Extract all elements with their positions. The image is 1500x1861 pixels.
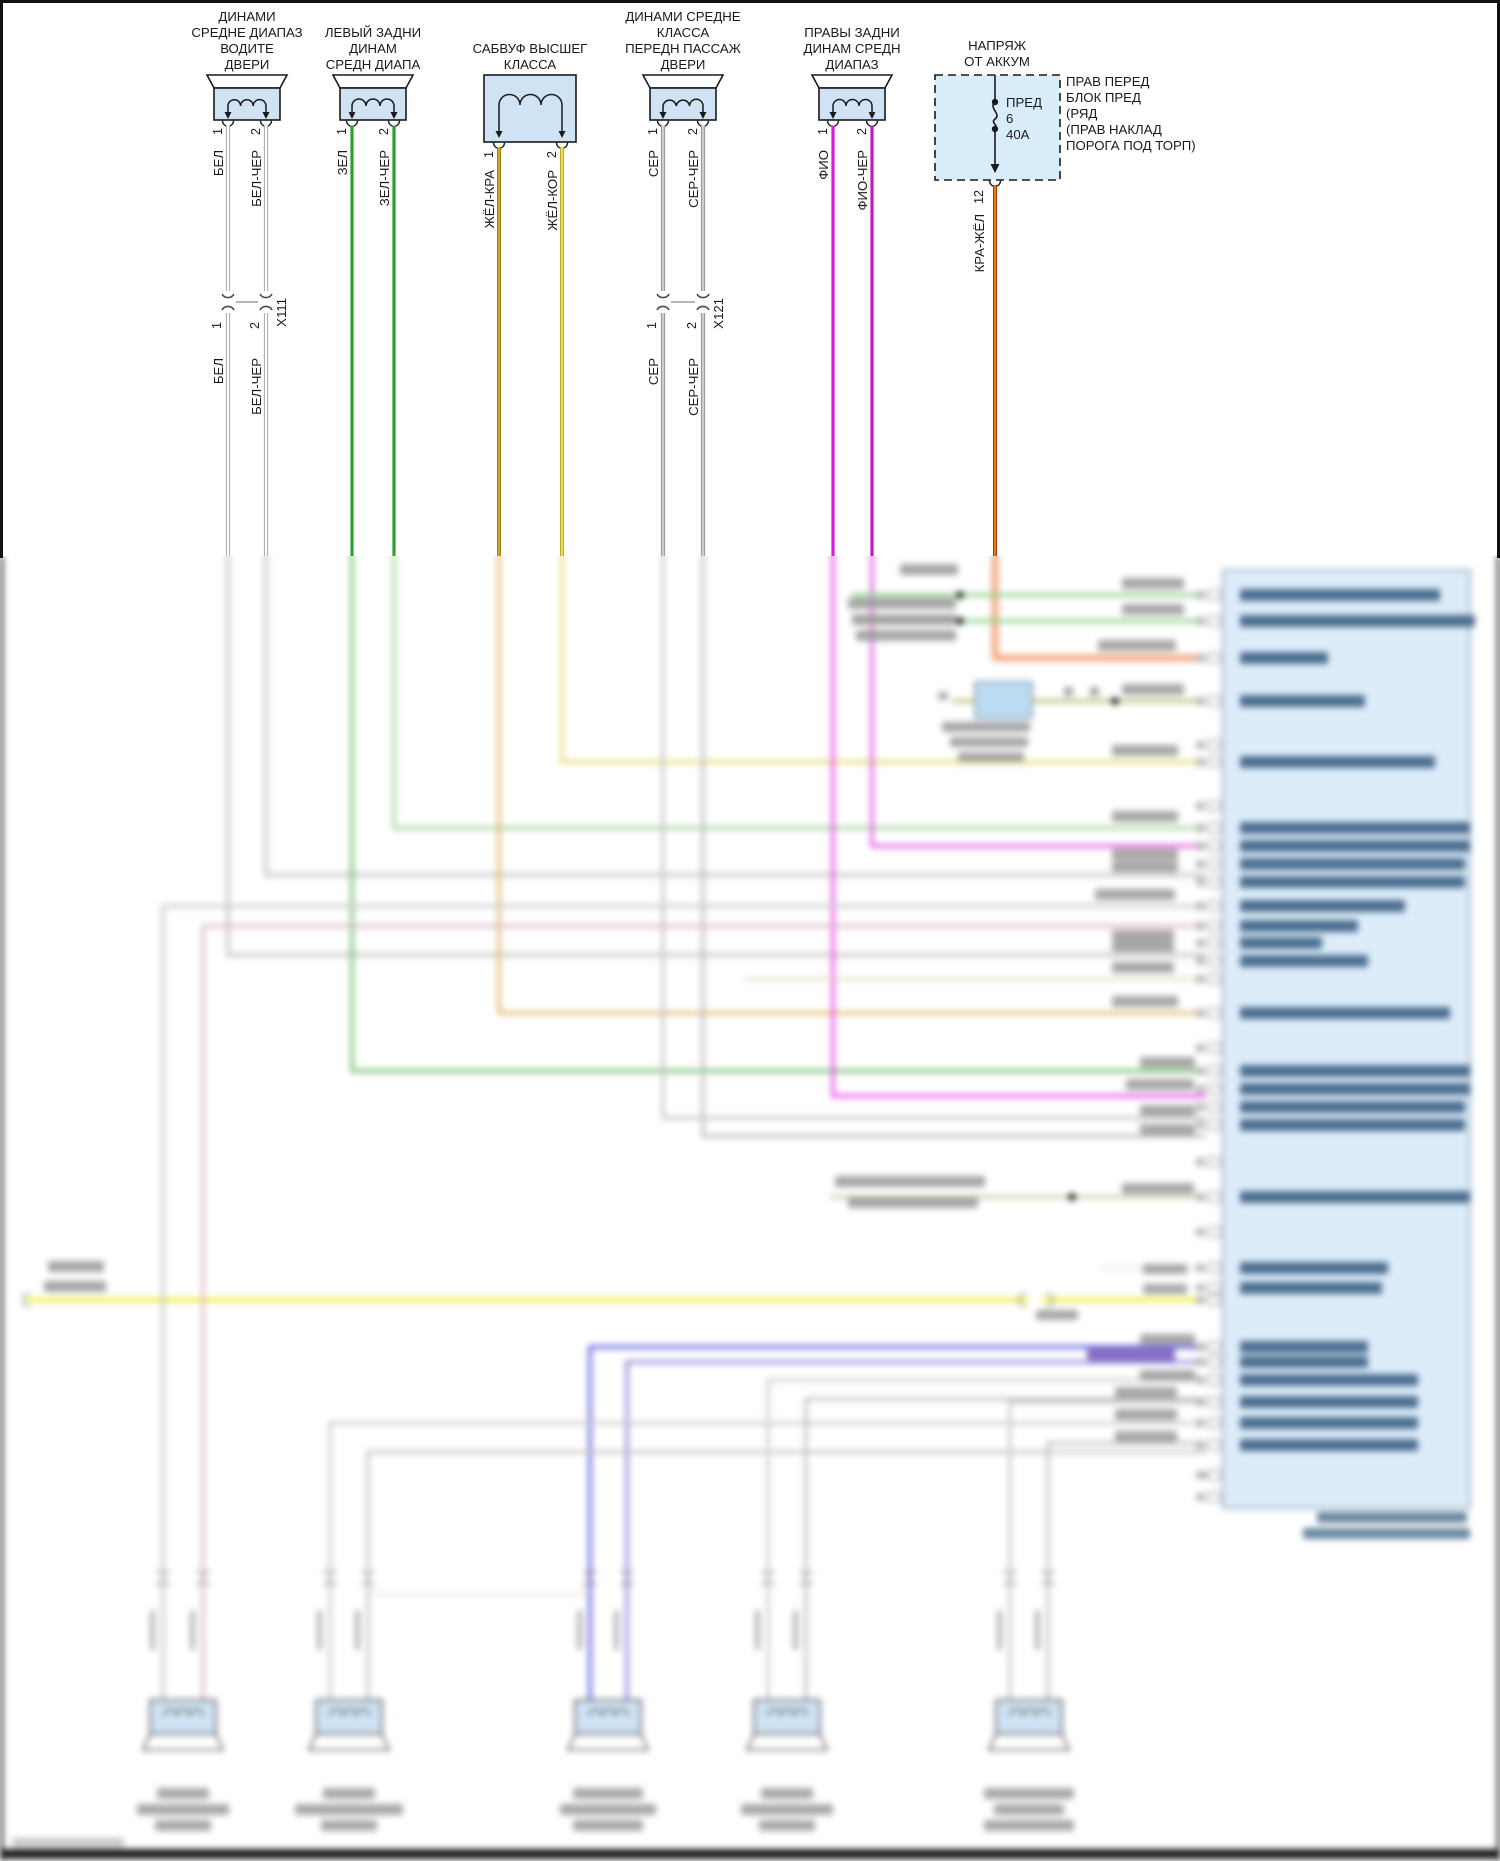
amp-caption-blobs	[1303, 1512, 1470, 1539]
svg-text:КЛАССА: КЛАССА	[504, 57, 557, 72]
svg-text:ВОДИТЕ: ВОДИТЕ	[220, 41, 274, 56]
bottom-wire-connectors	[156, 1569, 1055, 1587]
svg-text:2: 2	[686, 128, 700, 135]
svg-text:1: 1	[210, 322, 224, 329]
svg-text:ДВЕРИ: ДВЕРИ	[225, 57, 270, 72]
speaker1-wire2-label: БЕЛ-ЧЕР	[249, 150, 264, 207]
speaker1-body	[213, 87, 281, 121]
watermark-blob	[12, 1838, 124, 1847]
fuse-rating: 40А	[1006, 127, 1030, 142]
svg-text:ОТ АККУМ: ОТ АККУМ	[964, 54, 1030, 69]
bottom-speakers	[141, 1699, 1071, 1751]
svg-text:СЕР: СЕР	[646, 150, 661, 177]
speaker1-wire1-label: БЕЛ	[211, 150, 226, 176]
svg-text:ДИНАМ: ДИНАМ	[349, 41, 397, 56]
connector-x111: 1 2 X111 БЕЛ БЕЛ-ЧЕР	[210, 293, 289, 415]
svg-text:НАПРЯЖ: НАПРЯЖ	[968, 38, 1026, 53]
svg-text:САБВУФ ВЫСШЕГ: САБВУФ ВЫСШЕГ	[473, 41, 588, 56]
svg-text:1: 1	[645, 322, 659, 329]
svg-text:1: 1	[482, 151, 496, 158]
svg-text:СЕР-ЧЕР: СЕР-ЧЕР	[686, 358, 701, 416]
svg-text:2: 2	[248, 322, 262, 329]
svg-text:2: 2	[545, 151, 559, 158]
svg-text:СЕР-ЧЕР: СЕР-ЧЕР	[686, 150, 701, 208]
bottom-speaker-captions	[137, 1788, 1074, 1831]
svg-text:ПОРОГА ПОД ТОРП): ПОРОГА ПОД ТОРП)	[1066, 138, 1196, 153]
speaker-symbol-left-rear: ЛЕВЫЙ ЗАДНИ ДИНАМ СРЕДН ДИАПА 1 2 ЗЕЛ ЗЕ…	[325, 25, 421, 206]
speaker1-title: ДИНАМИ	[218, 9, 275, 24]
svg-text:БЕЛ: БЕЛ	[211, 358, 226, 384]
svg-text:СРЕДНЕ ДИАПАЗ: СРЕДНЕ ДИАПАЗ	[191, 25, 302, 40]
svg-text:(РЯД: (РЯД	[1066, 106, 1097, 121]
svg-text:БЛОК ПРЕД: БЛОК ПРЕД	[1066, 90, 1141, 105]
svg-text:ДВЕРИ: ДВЕРИ	[661, 57, 706, 72]
amp-label-blobs	[1240, 589, 1475, 1451]
svg-text:2: 2	[855, 128, 869, 135]
speaker1-exits	[221, 120, 273, 127]
wire-code-blobs	[1095, 578, 1195, 1442]
connector-x121-label: X121	[711, 298, 726, 329]
svg-text:2: 2	[377, 128, 391, 135]
svg-text:(ПРАВ НАКЛАД: (ПРАВ НАКЛАД	[1066, 122, 1162, 137]
speaker1-coil	[227, 98, 267, 113]
svg-text:1: 1	[646, 128, 660, 135]
svg-text:ПЕРЕДН ПАССАЖ: ПЕРЕДН ПАССАЖ	[625, 41, 741, 56]
svg-text:ПРАВЫ ЗАДНИ: ПРАВЫ ЗАДНИ	[804, 25, 899, 40]
svg-text:ФИО: ФИО	[816, 150, 831, 180]
speaker-symbol-passenger-door: ДИНАМИ СРЕДНЕ КЛАССА ПЕРЕДН ПАССАЖ ДВЕРИ…	[625, 9, 741, 208]
svg-text:ЖЁЛ-КРА: ЖЁЛ-КРА	[482, 170, 497, 229]
speaker-symbol-driver-door: ДИНАМИ СРЕДНЕ ДИАПАЗ ВОДИТЕ ДВЕРИ 1 2 БЕ…	[191, 9, 302, 207]
svg-text:БЕЛ-ЧЕР: БЕЛ-ЧЕР	[249, 358, 264, 415]
yellow-bus-connector	[22, 1291, 1054, 1309]
frame-blurred	[0, 556, 1500, 1861]
violet-wire-code-blob	[1087, 1348, 1175, 1361]
speaker1-trapezoid	[205, 74, 289, 89]
wires-sharp	[225, 125, 997, 556]
fuse-out-wire-label: КРА-ЖЁЛ	[972, 214, 987, 272]
svg-text:СЕР: СЕР	[646, 358, 661, 385]
svg-text:СРЕДН ДИАПА: СРЕДН ДИАПА	[326, 57, 421, 72]
fuse-element	[992, 101, 998, 129]
relay-box	[938, 681, 1033, 719]
svg-text:1: 1	[335, 128, 349, 135]
connector-x111-label: X111	[274, 298, 289, 327]
amp-pin-column	[1196, 589, 1221, 1503]
svg-text:ЖЁЛ-КОР: ЖЁЛ-КОР	[545, 170, 560, 231]
speaker-symbol-right-rear: ПРАВЫ ЗАДНИ ДИНАМ СРЕДН ДИАПАЗ 1 2 ФИО Ф…	[804, 25, 901, 211]
fuse-box-battery-feed: НАПРЯЖ ОТ АККУМ ПРЕД 6 40А ПРАВ ПЕРЕД БЛ…	[934, 38, 1196, 272]
svg-text:ДИНАМ СРЕДН: ДИНАМ СРЕДН	[804, 41, 901, 56]
connector-x121: 1 2 X121 СЕР СЕР-ЧЕР	[645, 293, 726, 416]
bottom-wire-side-labels	[150, 1610, 1040, 1650]
speaker-symbol-subwoofer: САБВУФ ВЫСШЕГ КЛАССА 1 2 ЖЁЛ-КРА ЖЁЛ-КОР	[473, 41, 588, 231]
svg-text:ДИНАМИ СРЕДНЕ: ДИНАМИ СРЕДНЕ	[625, 9, 740, 24]
svg-text:ЛЕВЫЙ ЗАДНИ: ЛЕВЫЙ ЗАДНИ	[325, 25, 421, 40]
speaker1-pin1: 1	[211, 128, 225, 135]
svg-text:ЗЕЛ: ЗЕЛ	[335, 150, 350, 175]
svg-text:ДИАПАЗ: ДИАПАЗ	[825, 57, 878, 72]
svg-text:ФИО-ЧЕР: ФИО-ЧЕР	[855, 150, 870, 211]
fuse-name: ПРЕД	[1006, 95, 1042, 110]
fuse-note-line1: ПРАВ ПЕРЕД	[1066, 74, 1150, 89]
frame	[0, 0, 1500, 558]
fuse-number: 6	[1006, 111, 1013, 126]
svg-text:2: 2	[685, 322, 699, 329]
wire-runs-blurred	[26, 556, 1206, 1735]
svg-text:ЗЕЛ-ЧЕР: ЗЕЛ-ЧЕР	[377, 150, 392, 206]
svg-text:1: 1	[816, 128, 830, 135]
fuse-out-pin: 12	[972, 190, 986, 204]
speaker1-pin2: 2	[249, 128, 263, 135]
left-label-blobs	[44, 564, 1099, 1320]
svg-text:КЛАССА: КЛАССА	[657, 25, 710, 40]
